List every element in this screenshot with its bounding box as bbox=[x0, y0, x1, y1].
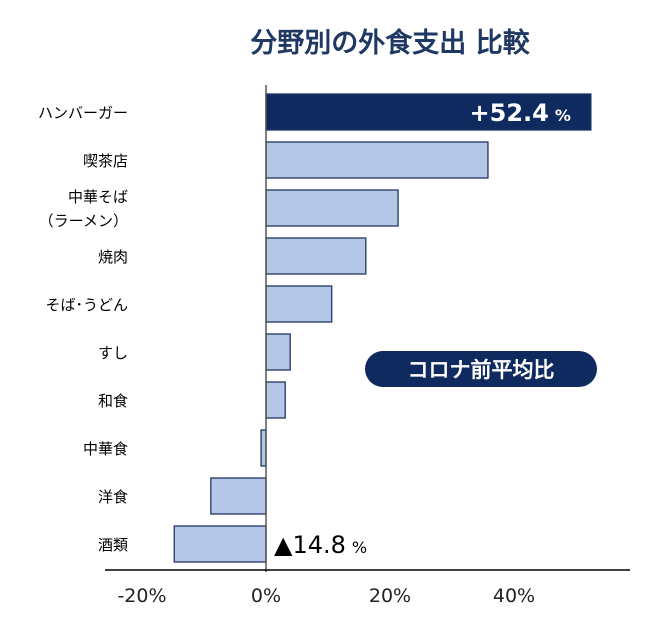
category-label: 焼肉 bbox=[98, 248, 128, 266]
x-tick-label: 20% bbox=[369, 585, 411, 607]
x-tick-label: 0% bbox=[251, 585, 281, 607]
bar-2 bbox=[265, 189, 399, 227]
bar-1 bbox=[265, 141, 489, 179]
category-label: ハンバーガー bbox=[38, 104, 128, 122]
bar-4 bbox=[265, 285, 333, 323]
bar-0 bbox=[265, 93, 592, 131]
bar-6 bbox=[265, 381, 286, 419]
category-label: 喫茶店 bbox=[83, 152, 128, 170]
bar-3 bbox=[265, 237, 367, 275]
category-label: そば･うどん bbox=[45, 296, 128, 314]
bar-5 bbox=[265, 333, 291, 371]
category-label: 酒類 bbox=[98, 536, 128, 554]
x-tick-label: 40% bbox=[493, 585, 535, 607]
bar-9 bbox=[173, 525, 267, 563]
data-label: ▲14.8% bbox=[274, 531, 367, 559]
category-label: 中華食 bbox=[83, 440, 128, 458]
bar-8 bbox=[210, 477, 267, 515]
x-tick-label: -20% bbox=[117, 585, 166, 607]
category-label: 洋食 bbox=[98, 488, 128, 506]
chart-title: 分野別の外食支出 比較 bbox=[250, 27, 530, 59]
category-label: （ラーメン） bbox=[39, 212, 128, 230]
category-label: すし bbox=[98, 344, 128, 362]
category-label: 和食 bbox=[98, 392, 128, 410]
legend-label: コロナ前平均比 bbox=[408, 358, 555, 382]
legend-badge: コロナ前平均比 bbox=[365, 351, 597, 387]
category-label: 中華そば bbox=[68, 188, 128, 206]
